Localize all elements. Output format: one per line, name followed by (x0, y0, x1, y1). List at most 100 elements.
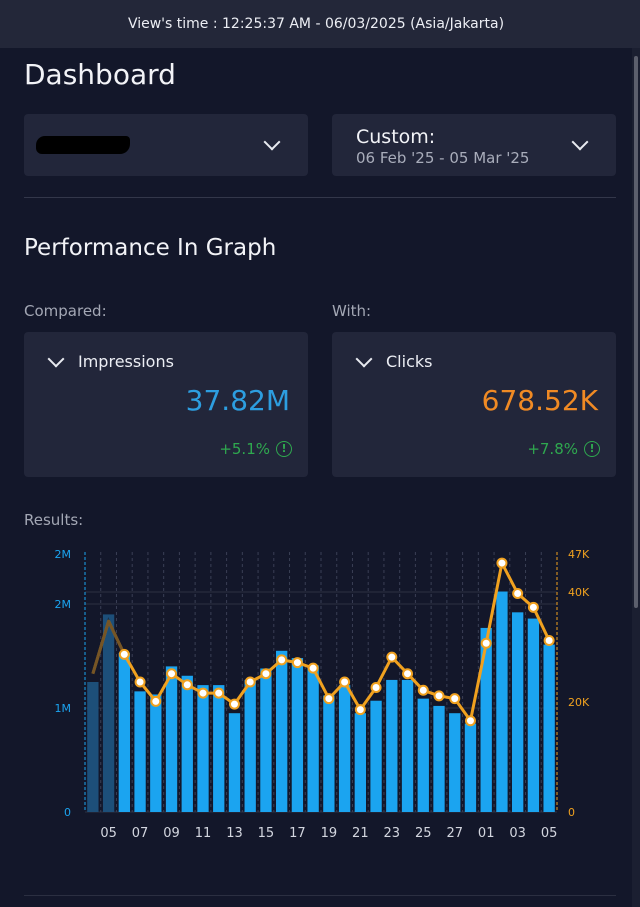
chart-bar (213, 685, 225, 812)
section-divider (24, 197, 616, 198)
clicks-point (291, 657, 303, 669)
x-tick-label: 19 (321, 826, 338, 840)
y-right-tick-label: 20K (568, 696, 590, 709)
clicks-point (323, 693, 335, 705)
chart-bar (433, 705, 445, 812)
chart-bar (118, 652, 130, 812)
chart-bar (401, 679, 414, 812)
y-left-tick-label: 1M (55, 702, 72, 715)
clicks-point (134, 676, 146, 688)
chart-bar (480, 627, 492, 812)
chart-bar (338, 685, 351, 812)
chart-bar (197, 685, 209, 812)
x-tick-label: 13 (226, 826, 243, 840)
clicks-point (512, 587, 524, 599)
scrollbar-thumb[interactable] (634, 56, 638, 608)
x-tick-label: 07 (132, 826, 149, 840)
x-tick-label: 25 (415, 826, 432, 840)
date-range-label: Custom: (356, 126, 436, 148)
date-range-value: 06 Feb '25 - 05 Mar '25 (356, 149, 530, 167)
view-time-text: View's time : 12:25:37 AM - 06/03/2025 (… (127, 16, 505, 32)
clicks-point (244, 676, 256, 688)
clicks-point (449, 693, 461, 705)
clicks-point (480, 637, 492, 649)
clicks-card[interactable]: Clicks 678.52K +7.8% ! (332, 332, 616, 477)
x-tick-label: 23 (384, 826, 401, 840)
y-left-tick-label: 2M (55, 598, 72, 611)
chart-bar (354, 713, 366, 812)
clicks-point (402, 668, 414, 680)
metric-change-clicks: +7.8% ! (527, 440, 600, 458)
x-tick-label: 01 (478, 826, 495, 840)
metric-value-clicks: 678.52K (481, 384, 598, 417)
info-alert-icon[interactable]: ! (584, 441, 600, 457)
metric-name-impressions: Impressions (78, 352, 174, 371)
page-title: Dashboard (24, 58, 176, 91)
x-tick-label: 17 (289, 826, 306, 840)
performance-title: Performance In Graph (24, 235, 277, 261)
y-right-tick-label: 0 (568, 806, 575, 819)
clicks-point (213, 687, 225, 699)
redacted-account-name (36, 136, 130, 154)
metric-value-impressions: 37.82M (185, 384, 290, 417)
x-tick-label: 15 (258, 826, 275, 840)
chart-bar (260, 668, 272, 812)
y-left-tick-label: 0 (64, 806, 71, 819)
compared-label: Compared: (24, 302, 107, 320)
chart-bar (181, 675, 193, 812)
account-select[interactable] (24, 114, 308, 176)
clicks-point (276, 654, 288, 666)
x-tick-label: 27 (446, 826, 463, 840)
clicks-point (386, 651, 398, 663)
clicks-point (228, 698, 240, 710)
clicks-point (307, 662, 319, 674)
x-tick-label: 21 (352, 826, 369, 840)
clicks-point (417, 684, 429, 696)
results-chart: 0 1M 2M 2M 0 20K 40K 47K 05 07 09 11 13 15 17 19 21 23 25 2… (55, 548, 590, 840)
chart-bar (87, 682, 99, 812)
chart-bar (102, 614, 115, 812)
metric-name-clicks: Clicks (386, 352, 433, 371)
y-left-tick-label: 2M (55, 548, 72, 561)
chart-bar (496, 591, 508, 812)
x-tick-label: 09 (163, 826, 180, 840)
clicks-point (118, 648, 130, 660)
chart-bar (165, 666, 178, 812)
chevron-down-icon[interactable] (47, 350, 65, 368)
chevron-down-icon (263, 133, 281, 151)
view-time-bar: View's time : 12:25:37 AM - 06/03/2025 (… (0, 0, 640, 48)
chart-bar (291, 658, 304, 812)
impressions-card[interactable]: Impressions 37.82M +5.1% ! (24, 332, 308, 477)
metric-change-text: +5.1% (219, 440, 270, 458)
chevron-down-icon[interactable] (355, 350, 373, 368)
bottom-divider (24, 895, 616, 896)
clicks-point (354, 704, 366, 716)
with-label: With: (332, 302, 372, 320)
date-range-select[interactable]: Custom: 06 Feb '25 - 05 Mar '25 (332, 114, 616, 176)
chart-bar (417, 698, 429, 812)
chart-bar (323, 695, 335, 812)
clicks-point (543, 635, 555, 647)
clicks-point (433, 690, 445, 702)
clicks-point (150, 695, 162, 707)
x-tick-label: 11 (195, 826, 212, 840)
chart-bar (527, 618, 540, 812)
x-tick-label: 05 (100, 826, 117, 840)
chart-bar (134, 691, 146, 812)
clicks-point (496, 557, 508, 569)
chart-bar (464, 723, 477, 812)
clicks-point (260, 668, 272, 680)
chart-bar (228, 713, 241, 812)
chart-bar (370, 700, 382, 812)
info-alert-icon[interactable]: ! (276, 441, 292, 457)
chart-bar (512, 612, 524, 812)
chart-bar (307, 665, 319, 812)
y-right-tick-label: 47K (568, 548, 590, 561)
metric-change-text: +7.8% (527, 440, 578, 458)
x-tick-label: 03 (509, 826, 526, 840)
clicks-point (197, 687, 209, 699)
chevron-down-icon (571, 133, 589, 151)
chart-bar (276, 650, 288, 812)
y-right-tick-label: 40K (568, 586, 590, 599)
chart-bar (543, 644, 555, 812)
